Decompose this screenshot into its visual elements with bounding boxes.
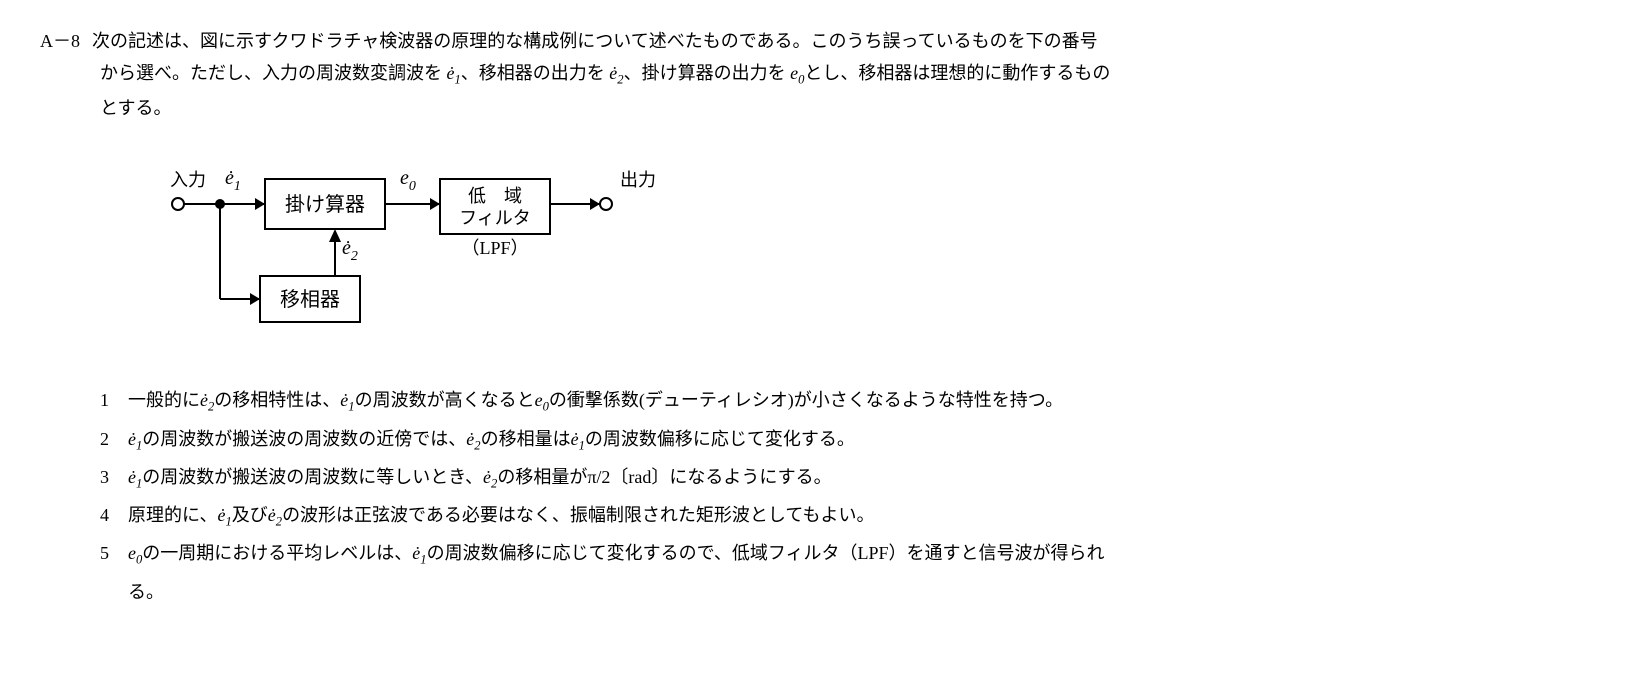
choice-text: ė1の周波数が搬送波の周波数に等しいとき、ė2の移相量がπ/2〔rad〕になるよ…	[128, 461, 1585, 495]
choice-4: 4 原理的に、ė1及びė2の波形は正弦波である必要はなく、振幅制限された矩形波と…	[100, 499, 1585, 533]
diagram-lpf-line1: 低 域	[468, 186, 522, 206]
block-diagram: 入力 ė1 掛け算器 e0 低 域 フィルタ （LPF） 出力	[160, 154, 1585, 354]
diagram-e0-label: e0	[400, 167, 416, 194]
choice-1: 1 一般的にė2の移相特性は、ė1の周波数が高くなるとe0の衝撃係数(デューティ…	[100, 384, 1585, 418]
choice-3: 3 ė1の周波数が搬送波の周波数に等しいとき、ė2の移相量がπ/2〔rad〕にな…	[100, 461, 1585, 495]
arrowhead-icon	[430, 198, 440, 210]
choice-text: e0の一周期における平均レベルは、ė1の周波数偏移に応じて変化するので、低域フィ…	[128, 537, 1585, 571]
question-text-line2d: とし、移相器は理想的に動作するもの	[804, 63, 1110, 83]
question-text-line1: 次の記述は、図に示すクワドラチャ検波器の原理的な構成例について述べたものである。…	[92, 25, 1585, 57]
choice-number: 5	[100, 537, 128, 569]
question-text-line2c: 、掛け算器の出力を	[624, 63, 791, 83]
diagram-e1-label: ė1	[225, 167, 241, 194]
diagram-lpf-sub: （LPF）	[461, 238, 528, 258]
question-number: A－8	[40, 25, 80, 57]
var-e2: ė2	[609, 63, 623, 83]
diagram-lpf-line2: フィルタ	[459, 208, 531, 228]
arrowhead-icon	[250, 293, 260, 305]
choice-number: 2	[100, 423, 128, 455]
choice-2: 2 ė1の周波数が搬送波の周波数の近傍では、ė2の移相量はė1の周波数偏移に応じ…	[100, 423, 1585, 457]
var-e0: e0	[790, 63, 804, 83]
diagram-input-terminal	[172, 198, 184, 210]
choice-number: 1	[100, 384, 128, 416]
choice-5: 5 e0の一周期における平均レベルは、ė1の周波数偏移に応じて変化するので、低域…	[100, 537, 1585, 571]
choice-number: 4	[100, 499, 128, 531]
arrowhead-icon	[329, 229, 341, 242]
diagram-phase-shifter-label: 移相器	[280, 288, 340, 311]
choice-number: 3	[100, 461, 128, 493]
diagram-output-label: 出力	[620, 170, 656, 190]
var-e1: ė1	[447, 63, 461, 83]
question-text-line2a: から選べ。ただし、入力の周波数変調波を	[100, 63, 447, 83]
choice-text: ė1の周波数が搬送波の周波数の近傍では、ė2の移相量はė1の周波数偏移に応じて変…	[128, 423, 1585, 457]
diagram-multiplier-label: 掛け算器	[285, 193, 365, 216]
choices-list: 1 一般的にė2の移相特性は、ė1の周波数が高くなるとe0の衝撃係数(デューティ…	[100, 384, 1585, 608]
choice-text: 原理的に、ė1及びė2の波形は正弦波である必要はなく、振幅制限された矩形波として…	[128, 499, 1585, 533]
question-text-line2b: 、移相器の出力を	[461, 63, 610, 83]
choice-text: 一般的にė2の移相特性は、ė1の周波数が高くなるとe0の衝撃係数(デューティレシ…	[128, 384, 1585, 418]
arrowhead-icon	[255, 198, 265, 210]
diagram-output-terminal	[600, 198, 612, 210]
question-text-line3: とする。	[100, 98, 171, 118]
choice-5-continuation: る。	[128, 576, 1585, 608]
diagram-input-label: 入力	[170, 170, 206, 190]
arrowhead-icon	[590, 198, 600, 210]
diagram-e2-label: ė2	[342, 237, 358, 264]
